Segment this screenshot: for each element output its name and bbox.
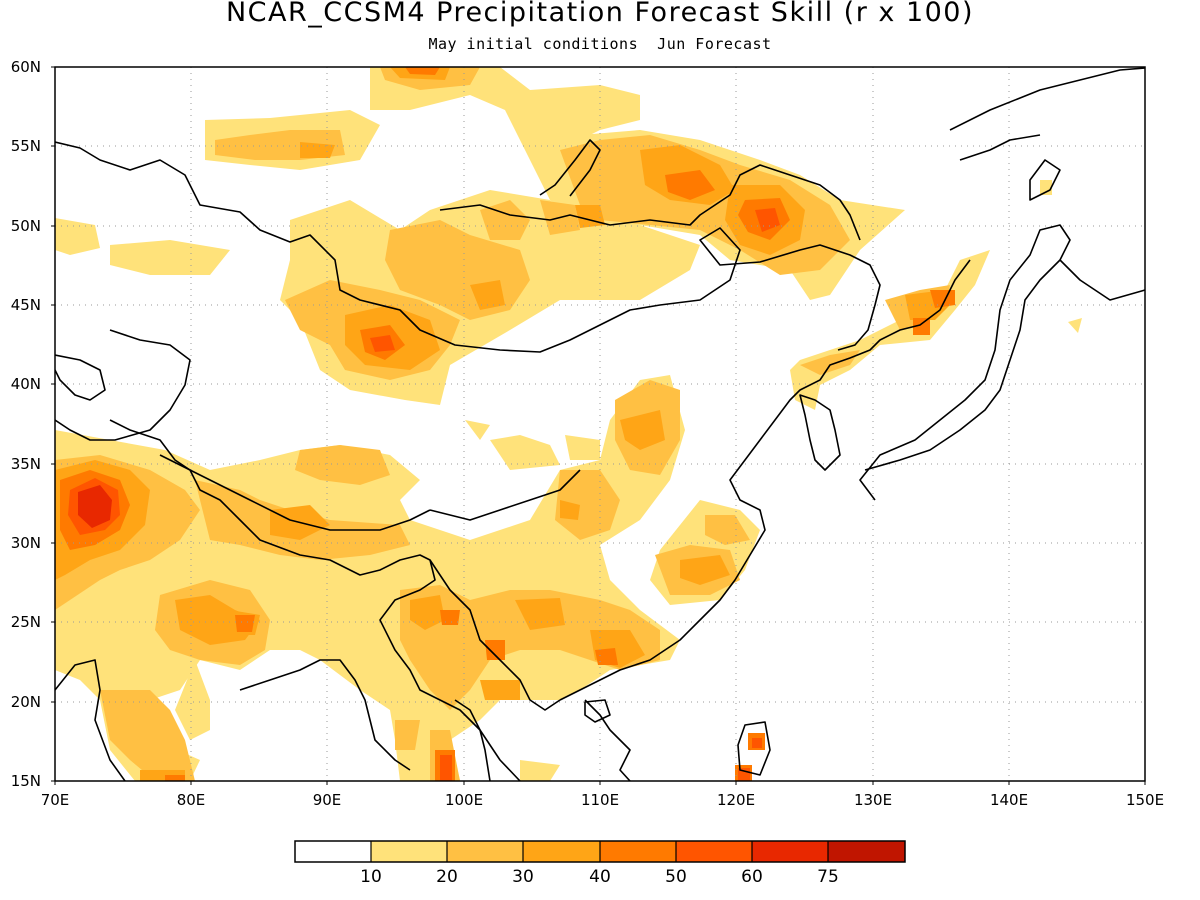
lat-label: 50N	[11, 217, 41, 235]
colorbar-label: 30	[512, 867, 534, 887]
colorbar-swatch	[752, 841, 828, 862]
lat-label: 40N	[11, 375, 41, 393]
colorbar-swatch	[828, 841, 905, 862]
lat-label: 15N	[11, 772, 41, 790]
lon-label: 120E	[717, 791, 755, 809]
lat-label: 30N	[11, 534, 41, 552]
lat-label: 60N	[11, 58, 41, 76]
colorbar-swatch	[676, 841, 752, 862]
colorbar-label: 75	[817, 867, 839, 887]
colorbar-label: 40	[589, 867, 611, 887]
colorbar-swatch	[447, 841, 523, 862]
colorbar-label: 60	[741, 867, 763, 887]
latitude-labels: 60N 55N 50N 45N 40N 35N 30N 25N 20N 15N	[11, 58, 41, 790]
map-plot-area	[55, 67, 1145, 781]
lat-label: 25N	[11, 613, 41, 631]
lon-label: 150E	[1126, 791, 1164, 809]
colorbar-swatch	[371, 841, 447, 862]
colorbar-label: 10	[360, 867, 382, 887]
skill-shading-60-75	[78, 485, 112, 528]
colorbar-label: 20	[436, 867, 458, 887]
colorbar: 10 20 30 40 50 60 75	[294, 840, 906, 887]
colorbar-swatch	[523, 841, 600, 862]
chart-title: NCAR_CCSM4 Precipitation Forecast Skill …	[225, 0, 975, 28]
lon-label: 80E	[177, 791, 206, 809]
lon-label: 130E	[854, 791, 892, 809]
chart-subtitle: May initial conditions Jun Forecast	[428, 35, 772, 53]
lon-label: 110E	[581, 791, 619, 809]
lon-label: 90E	[313, 791, 342, 809]
lat-label: 45N	[11, 296, 41, 314]
colorbar-swatch	[295, 841, 371, 862]
lon-label: 100E	[445, 791, 483, 809]
lat-label: 20N	[11, 693, 41, 711]
lat-label: 35N	[11, 455, 41, 473]
lat-label: 55N	[11, 137, 41, 155]
colorbar-label: 50	[665, 867, 687, 887]
coastlines-and-borders	[55, 67, 1145, 781]
colorbar-swatch	[600, 841, 676, 862]
lon-label: 70E	[41, 791, 70, 809]
graticule	[55, 67, 1145, 781]
longitude-labels: 70E 80E 90E 100E 110E 120E 130E 140E 150…	[41, 791, 1164, 809]
axis-ticks	[51, 66, 1146, 785]
lon-label: 140E	[990, 791, 1028, 809]
